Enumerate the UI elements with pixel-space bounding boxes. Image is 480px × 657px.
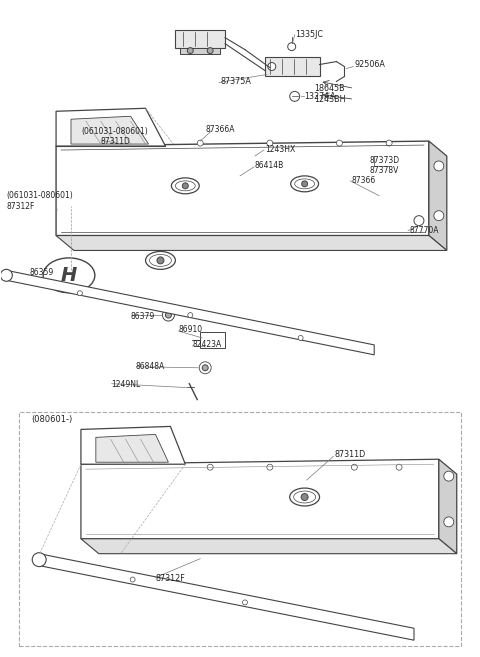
Text: 87373D: 87373D <box>369 156 399 166</box>
Polygon shape <box>56 108 166 146</box>
Circle shape <box>434 211 444 221</box>
Circle shape <box>414 215 424 225</box>
Ellipse shape <box>175 181 195 191</box>
Text: 87770A: 87770A <box>409 226 439 235</box>
Text: 86379: 86379 <box>131 311 155 321</box>
Circle shape <box>207 48 213 54</box>
Text: 87375A: 87375A <box>220 77 251 86</box>
Circle shape <box>202 365 208 371</box>
Circle shape <box>77 290 83 296</box>
Text: 1243HX: 1243HX <box>265 145 295 154</box>
Polygon shape <box>180 48 220 54</box>
Circle shape <box>197 140 203 146</box>
Text: 87366A: 87366A <box>205 125 235 133</box>
Text: (061031-080601): (061031-080601) <box>81 127 148 135</box>
Circle shape <box>166 312 171 318</box>
Circle shape <box>199 362 211 374</box>
Polygon shape <box>6 270 374 355</box>
Bar <box>19 411 461 646</box>
Circle shape <box>267 140 273 146</box>
Polygon shape <box>429 141 447 250</box>
Circle shape <box>242 600 248 605</box>
Ellipse shape <box>290 488 320 506</box>
Polygon shape <box>56 141 429 236</box>
Ellipse shape <box>291 176 319 192</box>
Ellipse shape <box>150 254 171 266</box>
Circle shape <box>386 140 392 146</box>
Circle shape <box>268 62 276 70</box>
Ellipse shape <box>145 252 175 269</box>
Circle shape <box>301 493 308 501</box>
Polygon shape <box>81 459 439 539</box>
Text: 18645B: 18645B <box>314 84 345 93</box>
Text: 86910: 86910 <box>179 325 203 334</box>
Polygon shape <box>81 539 457 554</box>
Circle shape <box>351 464 357 470</box>
Circle shape <box>130 577 135 582</box>
Text: 87312F: 87312F <box>156 574 185 583</box>
Text: H: H <box>61 266 77 285</box>
Text: 1249NL: 1249NL <box>111 380 140 389</box>
Text: (080601-): (080601-) <box>31 415 72 424</box>
Circle shape <box>182 183 188 189</box>
Text: 86414B: 86414B <box>255 162 284 170</box>
Text: 82423A: 82423A <box>192 340 222 350</box>
Polygon shape <box>265 57 320 76</box>
Text: 1243BH: 1243BH <box>314 95 346 104</box>
Text: (061031-080601): (061031-080601) <box>6 191 73 200</box>
Polygon shape <box>56 236 447 250</box>
Circle shape <box>298 336 303 340</box>
Circle shape <box>434 161 444 171</box>
Circle shape <box>162 309 174 321</box>
Ellipse shape <box>32 553 46 566</box>
Ellipse shape <box>0 269 12 281</box>
Polygon shape <box>200 332 225 348</box>
Polygon shape <box>71 116 148 144</box>
Text: 92506A: 92506A <box>354 60 385 69</box>
Circle shape <box>444 471 454 481</box>
Circle shape <box>444 517 454 527</box>
Circle shape <box>187 48 193 54</box>
Polygon shape <box>96 434 168 463</box>
Text: 1327AA: 1327AA <box>305 92 336 101</box>
Circle shape <box>396 464 402 470</box>
Circle shape <box>188 313 193 317</box>
Text: 1335JC: 1335JC <box>295 30 323 39</box>
Text: 87366: 87366 <box>351 176 376 185</box>
Polygon shape <box>39 554 414 640</box>
Ellipse shape <box>294 491 315 503</box>
Ellipse shape <box>295 179 314 189</box>
Polygon shape <box>81 426 185 464</box>
Text: 87311D: 87311D <box>101 137 131 146</box>
Text: 87311D: 87311D <box>335 450 366 459</box>
Text: 86359: 86359 <box>29 268 53 277</box>
Polygon shape <box>439 459 457 554</box>
Circle shape <box>336 140 342 146</box>
Circle shape <box>207 464 213 470</box>
Text: 86848A: 86848A <box>136 362 165 371</box>
Ellipse shape <box>171 178 199 194</box>
Circle shape <box>267 464 273 470</box>
Circle shape <box>157 257 164 264</box>
Circle shape <box>301 181 308 187</box>
Text: 87378V: 87378V <box>369 166 398 175</box>
Polygon shape <box>175 30 225 48</box>
Ellipse shape <box>43 258 95 293</box>
Circle shape <box>290 91 300 101</box>
Circle shape <box>288 43 296 51</box>
Text: 87312F: 87312F <box>6 202 35 211</box>
